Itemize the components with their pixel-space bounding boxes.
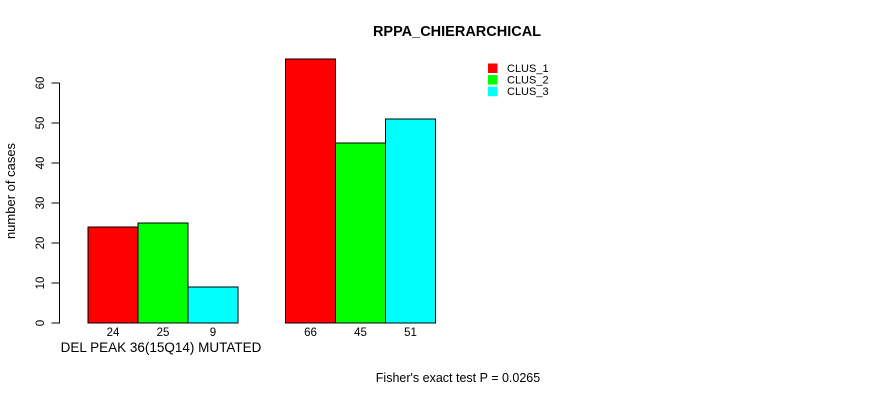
y-tick-label: 50 — [35, 117, 47, 130]
legend-swatch-clus_1 — [488, 63, 498, 73]
bar-clus_3-group2 — [385, 118, 436, 324]
bar-clus_1-group2 — [285, 58, 336, 324]
bar-clus_1-group1 — [87, 226, 139, 324]
chart-title: RPPA_CHIERARCHICAL — [373, 24, 541, 40]
x-axis-group-label: DEL PEAK 36(15Q14) MUTATED — [61, 340, 262, 355]
y-axis: 0 10 20 30 40 50 60 — [35, 77, 60, 326]
bar-value-label: 24 — [107, 327, 120, 339]
y-tick-label: 60 — [35, 77, 47, 90]
y-tick-label: 30 — [35, 197, 47, 210]
bar-clus_2-group1 — [137, 222, 189, 324]
bar-clus_3-group1 — [187, 286, 239, 324]
legend-label-clus_2: CLUS_2 — [507, 75, 549, 87]
bar-value-label: 25 — [157, 327, 170, 339]
bar-value-label: 45 — [354, 327, 367, 339]
y-tick-label: 20 — [35, 237, 47, 250]
legend-label-clus_1: CLUS_1 — [507, 63, 549, 75]
bar-value-label: 66 — [304, 327, 317, 339]
bar-value-label: 9 — [210, 327, 216, 339]
y-tick-label: 10 — [35, 277, 47, 290]
footnote-fishers-test: Fisher's exact test P = 0.0265 — [376, 371, 540, 385]
legend-swatch-clus_3 — [488, 86, 498, 97]
y-tick-label: 0 — [35, 320, 47, 326]
y-tick-label: 40 — [35, 157, 47, 170]
y-axis-label: number of cases — [3, 142, 18, 239]
bar-value-label: 51 — [404, 327, 417, 339]
bar-clus_2-group2 — [335, 142, 386, 324]
legend-label-clus_3: CLUS_3 — [507, 86, 549, 98]
legend-swatch-clus_2 — [488, 75, 498, 85]
bars-layer: 24 25 9 66 45 51 — [87, 58, 436, 339]
